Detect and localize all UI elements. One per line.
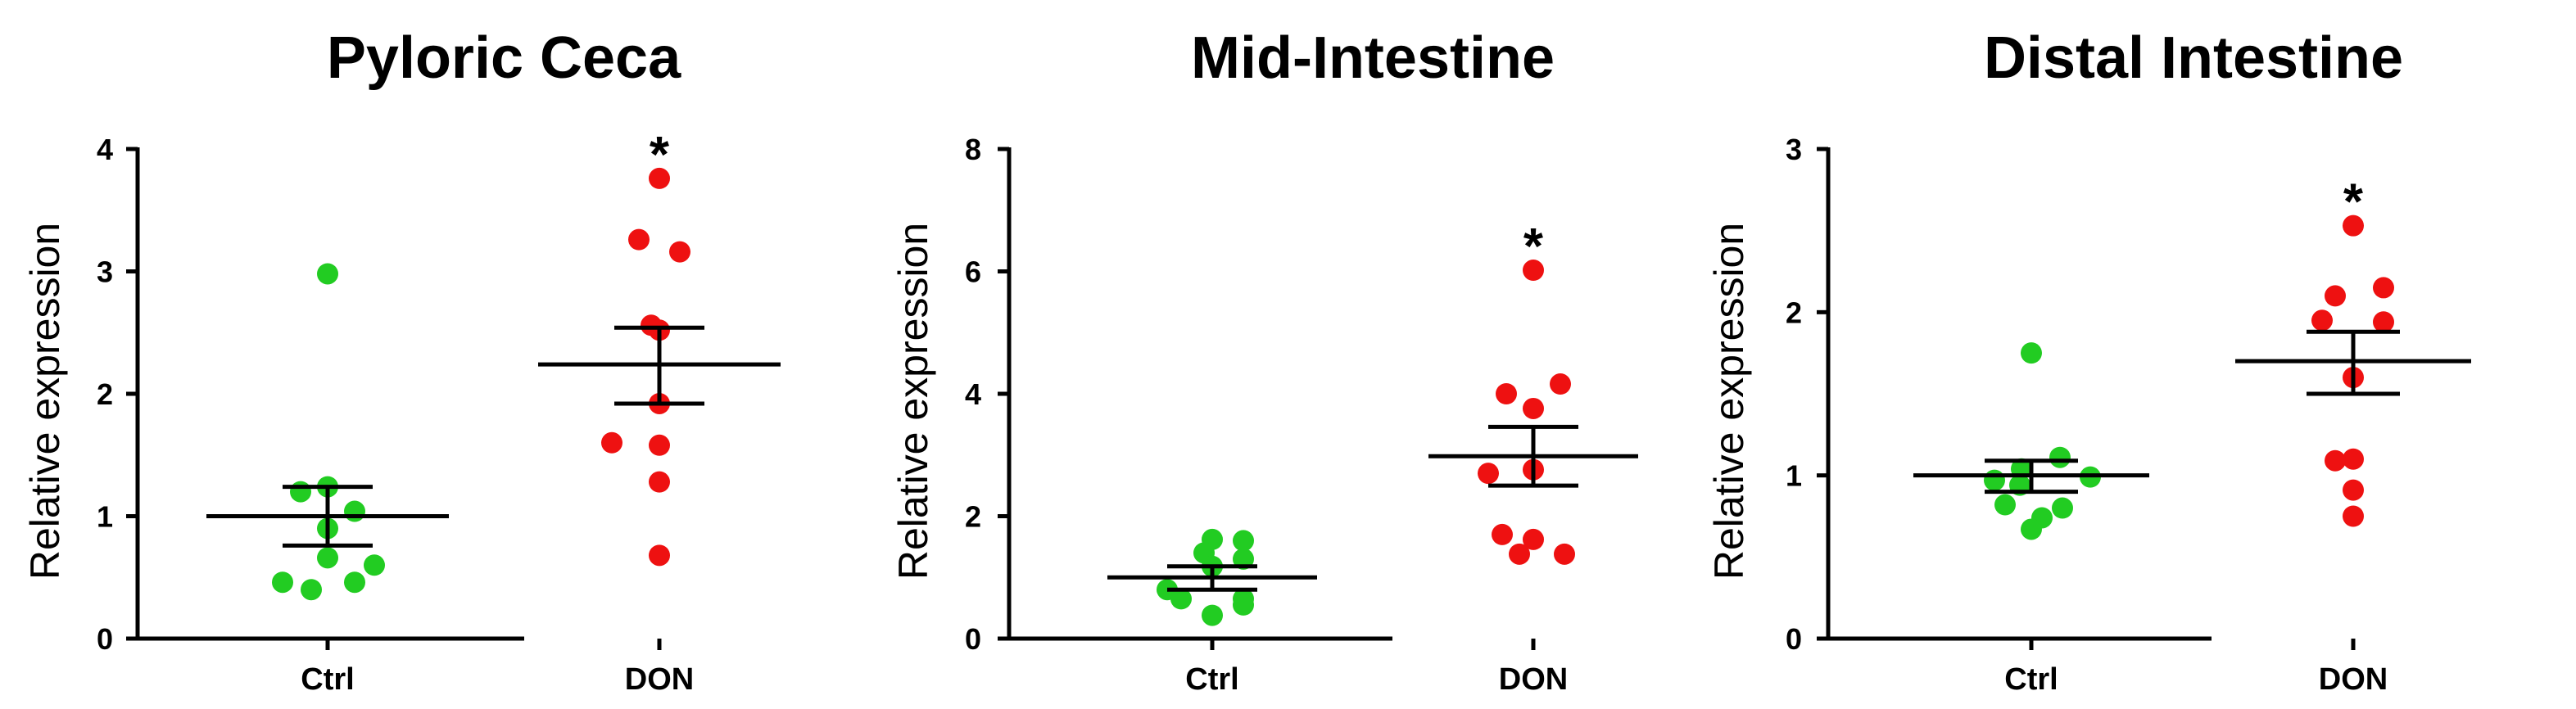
data-point — [2343, 215, 2364, 237]
panel-pyloric-ceca: Pyloric Ceca Relative expression 0 1 2 3 4 Ct… — [22, 25, 781, 697]
data-point — [2343, 479, 2364, 501]
y-tick-label: 8 — [965, 133, 981, 166]
data-point — [1496, 383, 1517, 404]
data-point — [344, 571, 365, 594]
y-axis-label: Relative expression — [22, 223, 68, 580]
data-point — [2049, 446, 2071, 468]
data-point — [1554, 543, 1575, 565]
data-point — [2373, 311, 2394, 333]
y-tick-label: 2 — [965, 500, 981, 534]
data-point — [2343, 505, 2364, 527]
data-point — [1523, 528, 1544, 550]
data-point — [1523, 397, 1544, 419]
y-tick-label: 6 — [965, 255, 981, 289]
data-point — [2311, 309, 2333, 332]
x-tick-label: DON — [625, 662, 694, 697]
data-point — [2325, 285, 2346, 307]
data-point — [1233, 594, 1254, 616]
y-tick-label: 4 — [965, 377, 981, 411]
data-point — [649, 471, 670, 493]
data-point — [344, 500, 365, 522]
panel-distal-intestine: Distal Intestine Relative expression 0 1 2… — [1706, 25, 2471, 697]
data-point — [2373, 277, 2394, 299]
data-point — [669, 241, 690, 263]
panel-title: Pyloric Ceca — [327, 25, 681, 91]
significance-asterisk: * — [2343, 174, 2364, 231]
y-tick-label: 4 — [97, 133, 113, 166]
y-tick-label: 0 — [1786, 622, 1802, 656]
data-point — [649, 544, 670, 567]
x-tick-label: DON — [1499, 662, 1568, 697]
y-tick-label: 1 — [1786, 459, 1802, 493]
data-point — [317, 263, 338, 285]
data-point — [649, 167, 670, 189]
data-point — [628, 228, 650, 251]
data-point — [1523, 260, 1544, 282]
data-point — [2325, 449, 2346, 472]
panel-title: Distal Intestine — [1984, 25, 2403, 91]
x-tick-label: Ctrl — [301, 662, 354, 697]
data-point — [1202, 604, 1223, 626]
data-point — [1984, 469, 2005, 491]
data-point — [649, 434, 670, 456]
y-tick-label: 1 — [97, 500, 113, 534]
data-point — [301, 579, 322, 601]
data-point — [2052, 497, 2073, 519]
data-point — [1492, 523, 1513, 545]
data-point — [2021, 342, 2042, 364]
data-point — [1550, 373, 1571, 395]
y-tick-label: 2 — [1786, 296, 1802, 329]
panel-title: Mid-Intestine — [1191, 25, 1555, 91]
significance-asterisk: * — [650, 127, 670, 183]
y-tick-label: 3 — [1786, 133, 1802, 166]
data-point — [1478, 463, 1499, 485]
y-tick-label: 2 — [97, 377, 113, 411]
x-tick-label: Ctrl — [2004, 662, 2058, 697]
data-point — [272, 571, 293, 594]
panel-mid-intestine: Mid-Intestine Relative expression 0 2 4 6 8 C… — [890, 25, 1638, 697]
significance-asterisk: * — [1523, 219, 1544, 275]
y-tick-label: 0 — [965, 622, 981, 656]
x-tick-label: DON — [2319, 662, 2388, 697]
y-axis-label: Relative expression — [890, 223, 936, 580]
y-tick-label: 0 — [97, 622, 113, 656]
y-tick-label: 3 — [97, 255, 113, 289]
data-point — [2343, 448, 2364, 470]
data-point — [1170, 588, 1192, 610]
data-point — [364, 554, 385, 576]
data-point — [1509, 543, 1530, 565]
data-point — [2021, 518, 2042, 540]
data-point — [317, 547, 338, 569]
data-point — [290, 481, 311, 503]
y-axis-label: Relative expression — [1706, 223, 1752, 580]
data-point — [1233, 530, 1254, 552]
data-point — [601, 431, 622, 454]
x-tick-label: Ctrl — [1185, 662, 1238, 697]
data-point — [1994, 494, 2016, 516]
